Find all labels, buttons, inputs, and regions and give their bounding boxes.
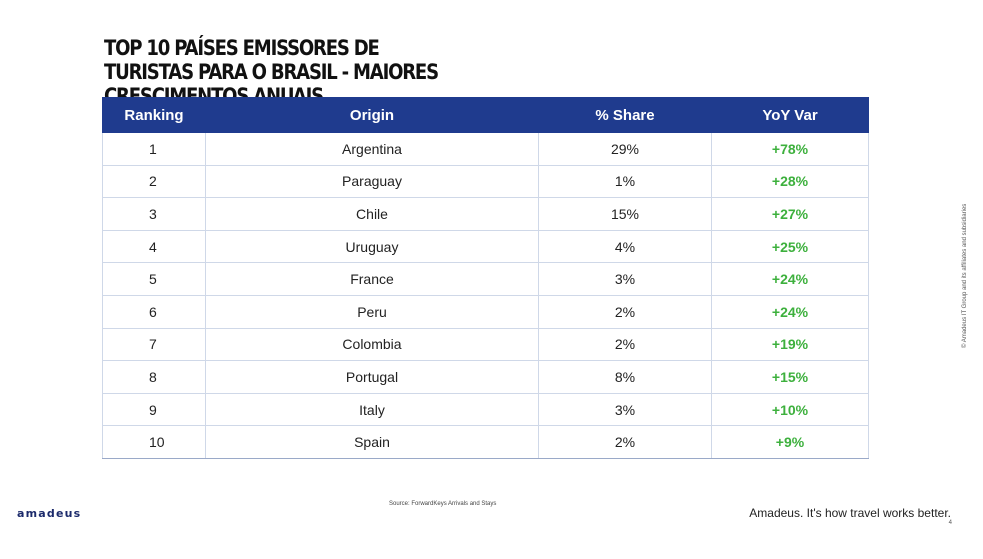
header-yoy-var: YoY Var xyxy=(711,97,869,133)
cell-share: 2% xyxy=(538,294,712,329)
cell-yoy-var: +10% xyxy=(711,392,869,427)
cell-origin: Paraguay xyxy=(205,164,539,199)
header-origin: Origin xyxy=(205,97,539,133)
tagline: Amadeus. It's how travel works better. xyxy=(749,506,951,520)
cell-origin: Italy xyxy=(205,392,539,427)
cell-origin: Argentina xyxy=(205,132,539,166)
cell-yoy-var: +19% xyxy=(711,327,869,362)
cell-origin: Peru xyxy=(205,294,539,329)
ranking-table: Ranking Origin % Share YoY Var 1 Argentin… xyxy=(102,97,869,459)
cell-origin: Portugal xyxy=(205,360,539,394)
cell-ranking: 5 xyxy=(102,262,206,296)
cell-ranking: 9 xyxy=(102,392,206,427)
page-number: 4 xyxy=(948,520,952,526)
cell-yoy-var: +15% xyxy=(711,360,869,394)
copyright-note: © Amadeus IT Group and its affiliates an… xyxy=(962,203,968,348)
amadeus-logo: amadeus xyxy=(17,507,82,520)
table-row: 1 Argentina 29% +78% xyxy=(102,132,869,166)
cell-origin: France xyxy=(205,262,539,296)
cell-origin: Colombia xyxy=(205,327,539,362)
cell-share: 15% xyxy=(538,197,712,231)
source-note: Source: ForwardKeys Arrivals and Stays xyxy=(389,501,497,507)
table-body: 1 Argentina 29% +78% 2 Paraguay 1% +28% 3 Chile 15… xyxy=(102,132,869,459)
table-row: 3 Chile 15% +27% xyxy=(102,197,869,231)
cell-ranking: 1 xyxy=(102,132,206,166)
cell-ranking: 6 xyxy=(102,294,206,329)
cell-yoy-var: +28% xyxy=(711,164,869,199)
table-header: Ranking Origin % Share YoY Var xyxy=(102,97,869,133)
table-row: 2 Paraguay 1% +28% xyxy=(102,164,869,199)
table-row: 5 France 3% +24% xyxy=(102,262,869,296)
cell-share: 2% xyxy=(538,425,712,459)
cell-origin: Chile xyxy=(205,197,539,231)
table-row: 8 Portugal 8% +15% xyxy=(102,360,869,394)
table-row: 4 Uruguay 4% +25% xyxy=(102,229,869,264)
cell-origin: Uruguay xyxy=(205,229,539,264)
table-row: 6 Peru 2% +24% xyxy=(102,294,869,329)
table-row: 10 Spain 2% +9% xyxy=(102,425,869,459)
cell-share: 4% xyxy=(538,229,712,264)
cell-share: 8% xyxy=(538,360,712,394)
cell-share: 29% xyxy=(538,132,712,166)
cell-ranking: 10 xyxy=(102,425,206,459)
table-row: 7 Colombia 2% +19% xyxy=(102,327,869,362)
ranking-table-container: Ranking Origin % Share YoY Var 1 Argentin… xyxy=(102,97,869,459)
cell-yoy-var: +27% xyxy=(711,197,869,231)
cell-ranking: 3 xyxy=(102,197,206,231)
cell-share: 3% xyxy=(538,392,712,427)
cell-yoy-var: +78% xyxy=(711,132,869,166)
cell-ranking: 8 xyxy=(102,360,206,394)
cell-ranking: 4 xyxy=(102,229,206,264)
header-share: % Share xyxy=(538,97,712,133)
cell-share: 2% xyxy=(538,327,712,362)
cell-ranking: 2 xyxy=(102,164,206,199)
cell-yoy-var: +24% xyxy=(711,294,869,329)
cell-share: 1% xyxy=(538,164,712,199)
cell-yoy-var: +25% xyxy=(711,229,869,264)
cell-yoy-var: +9% xyxy=(711,425,869,459)
cell-share: 3% xyxy=(538,262,712,296)
cell-yoy-var: +24% xyxy=(711,262,869,296)
slide-title: TOP 10 PAÍSES EMISSORES DE TURISTAS PARA… xyxy=(104,36,439,108)
header-ranking: Ranking xyxy=(102,97,206,133)
table-row: 9 Italy 3% +10% xyxy=(102,392,869,427)
cell-ranking: 7 xyxy=(102,327,206,362)
cell-origin: Spain xyxy=(205,425,539,459)
